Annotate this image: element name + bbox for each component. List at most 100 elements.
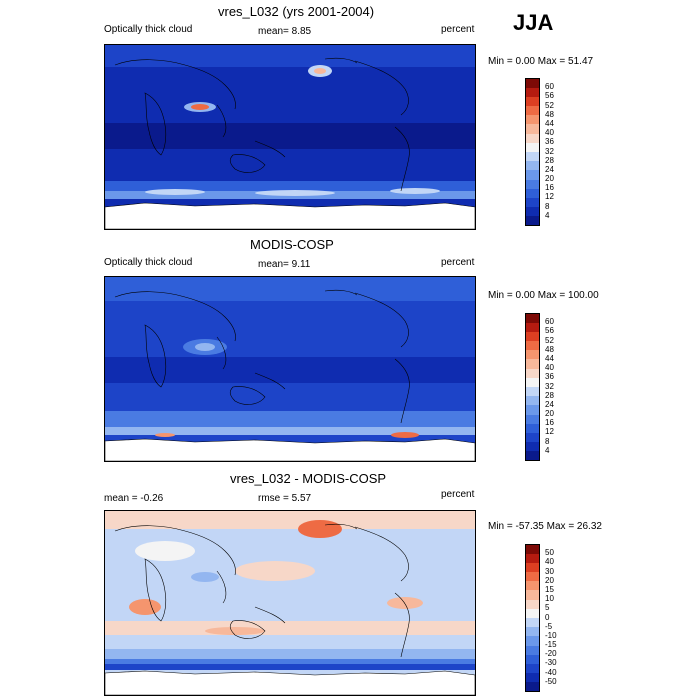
colorbar-tick-label: 12 [545,192,554,202]
difference-map [104,510,476,696]
colorbar-tick-label: 32 [545,146,554,156]
colorbar-swatch [525,197,540,208]
colorbar-tick-label: -5 [545,621,553,631]
colorbar-swatch [525,645,540,655]
colorbar-swatch [525,114,540,125]
colorbar-tick-label: 4 [545,210,550,220]
colorbar-tick-label: 15 [545,584,554,594]
colorbar-swatch [525,151,540,162]
colorbar-tick-label: -30 [545,658,557,668]
colorbar-tick-label: 16 [545,183,554,193]
panel-units-label: percent [441,257,475,268]
colorbar-swatch [525,142,540,152]
colorbar-tick-label: 20 [545,409,554,419]
panel-units-label: percent [441,489,475,500]
panel-units-label: percent [441,24,475,35]
colorbar-tick-label: 48 [545,109,554,119]
colorbar-tick-label: 24 [545,164,554,174]
colorbar-swatch [525,423,540,433]
panel-title: MODIS-COSP [250,237,334,252]
colorbar-swatch [525,663,540,674]
colorbar-swatch [525,322,540,332]
colorbar-tick-label: -20 [545,649,557,659]
colorbar-swatch [525,571,540,582]
panel-mean-label: mean = -0.26 [104,493,164,504]
colorbar-tick-label: 44 [545,353,554,363]
colorbar-tick-label: 5 [545,603,550,613]
colorbar-swatch [525,340,540,351]
colorbar-tick-label: -40 [545,667,557,677]
colorbar: 4 8 12 16 20 24 28 32 36 40 44 48 52 56 60 [525,78,585,226]
colorbar: -50 -40 -30 -20 -15 -10 -5 0 5 10 15 20 30 40 50 [525,544,585,692]
colorbar-swatch [525,414,540,424]
season-label: JJA [513,10,554,35]
colorbar-tick-label: 24 [545,399,554,409]
panel-title: vres_L032 (yrs 2001-2004) [218,4,375,19]
colorbar-swatch [525,206,540,217]
colorbar-swatch [525,169,540,180]
colorbar-tick-label: 12 [545,427,554,437]
colorbar-tick-label: 28 [545,390,554,400]
colorbar-tick-label: 40 [545,363,554,373]
colorbar-tick-label: 44 [545,118,554,128]
colorbar-swatch [525,78,540,88]
colorbar-swatch [525,105,540,116]
colorbar-tick-label: 52 [545,335,554,345]
cloud-map [104,276,476,462]
colorbar-swatch [525,96,540,107]
colorbar-swatch [525,599,540,609]
colorbar-swatch [525,349,540,360]
colorbar-tick-label: 20 [545,174,554,184]
panel-rmse-label: rmse = 5.57 [258,493,312,504]
colorbar-swatch [525,133,540,143]
panel-mean-label: mean= 9.11 [258,259,311,270]
colorbar-swatch [525,160,540,171]
colorbar-swatch [525,215,540,226]
panel-variable-label: Optically thick cloud [104,257,193,268]
panel-variable-label: Optically thick cloud [104,24,193,35]
colorbar-swatch [525,313,540,323]
colorbar-swatch [525,626,540,637]
colorbar-swatch [525,188,540,198]
colorbar-tick-label: 16 [545,418,554,428]
colorbar-swatch [525,331,540,342]
colorbar-tick-label: 0 [545,612,550,622]
colorbar-tick-label: 28 [545,155,554,165]
colorbar-swatch [525,87,540,97]
colorbar-tick-label: 48 [545,344,554,354]
colorbar-tick-label: 20 [545,575,554,585]
colorbar-tick-label: -10 [545,630,557,640]
colorbar-tick-label: 36 [545,137,554,147]
colorbar-swatch [525,179,540,189]
colorbar-tick-label: 40 [545,128,554,138]
colorbar-tick-label: 32 [545,381,554,391]
colorbar-tick-label: 36 [545,372,554,382]
colorbar-tick-label: 30 [545,566,554,576]
colorbar-swatch [525,386,540,397]
colorbar-swatch [525,580,540,591]
colorbar-swatch [525,395,540,406]
panel-range-label: Min = 0.00 Max = 51.47 [488,56,594,67]
colorbar-tick-label: 60 [545,317,554,327]
colorbar-swatch [525,553,540,563]
colorbar-swatch [525,450,540,461]
colorbar-tick-label: -50 [545,676,557,686]
panel-range-label: Min = 0.00 Max = 100.00 [488,290,599,301]
colorbar-tick-label: 10 [545,594,554,604]
colorbar-swatch [525,358,540,369]
colorbar-swatch [525,441,540,452]
colorbar-tick-label: 52 [545,100,554,110]
colorbar-swatch [525,635,540,646]
colorbar-swatch [525,432,540,443]
colorbar-swatch [525,681,540,692]
colorbar-tick-label: -15 [545,640,557,650]
colorbar-swatch [525,562,540,573]
panel-title: vres_L032 - MODIS-COSP [230,471,387,486]
colorbar-swatch [525,608,540,618]
colorbar-swatch [525,123,540,134]
colorbar-tick-label: 8 [545,201,550,211]
colorbar-tick-label: 4 [545,445,550,455]
colorbar-tick-label: 56 [545,326,554,336]
colorbar-swatch [525,377,540,387]
colorbar-swatch [525,368,540,378]
